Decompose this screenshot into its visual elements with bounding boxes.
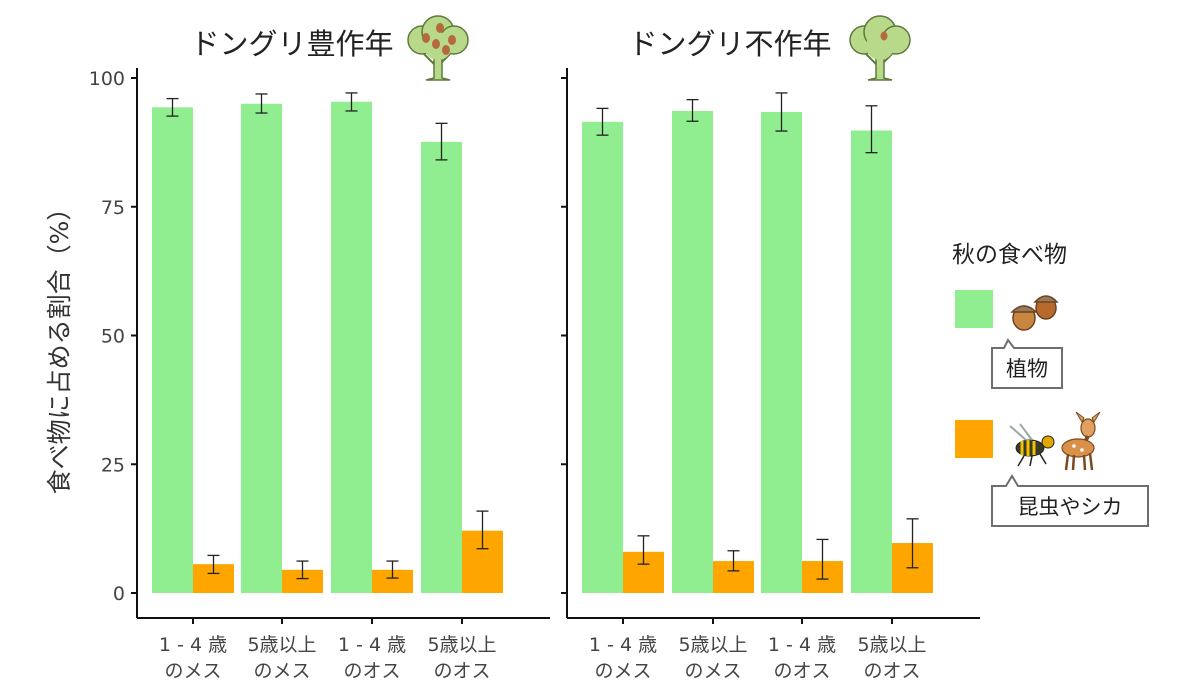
error-bar-2-plants-2 (686, 98, 699, 122)
bar-2-plants-1 (582, 121, 623, 594)
legend-callout-plants (991, 338, 1063, 389)
error-bar-2-insects-deer-4 (906, 518, 919, 569)
y-axis-label: 食べ物に占める割合（%） (45, 196, 74, 495)
error-bar-1-plants-4 (435, 122, 448, 161)
error-bar-1-insects-deer-4 (476, 510, 489, 550)
axes (131, 68, 980, 624)
legend-swatch-plants (955, 290, 993, 328)
error-bar-2-plants-4 (865, 105, 878, 154)
y-tick-label-75: 75 (101, 197, 125, 219)
error-bar-1-plants-1 (166, 97, 179, 117)
error-bar-2-plants-1 (596, 107, 609, 136)
bars (152, 101, 933, 594)
bar-1-insects-deer-3 (372, 569, 413, 593)
x-tick-label-2-3: 1 - 4 歳のオス (768, 634, 836, 682)
legend-callout-insects-deer (991, 474, 1149, 527)
bar-1-plants-4 (421, 141, 462, 594)
x-tick-label-1-2: 5歳以上のメス (247, 634, 316, 682)
error-bar-2-insects-deer-3 (816, 538, 829, 580)
bar-1-plants-2 (241, 103, 282, 593)
x-tick-label-1-1: 1 - 4 歳のメス (159, 634, 227, 682)
bar-1-plants-3 (331, 101, 372, 593)
hornet-deer-icon (1009, 411, 1101, 471)
acorn-tree-icon (407, 15, 469, 81)
y-tick-label-100: 100 (89, 68, 125, 90)
y-tick-label-0: 0 (113, 583, 125, 605)
error-bars (166, 92, 919, 580)
x-tick-label-1-3: 1 - 4 歳のオス (338, 634, 406, 682)
tree-icon (849, 15, 911, 81)
legend-swatch-insects-deer (955, 420, 993, 458)
error-bar-1-insects-deer-3 (386, 560, 399, 579)
legend-title: 秋の食べ物 (952, 242, 1067, 268)
error-bar-2-insects-deer-2 (727, 550, 740, 572)
error-bar-1-plants-2 (255, 93, 268, 114)
bar-2-plants-3 (761, 111, 802, 594)
x-tick-label-2-1: 1 - 4 歳のメス (589, 634, 657, 682)
y-tick-label-50: 50 (101, 326, 125, 348)
x-tick-label-2-4: 5歳以上のオス (857, 634, 926, 682)
x-tick-label-2-2: 5歳以上のメス (678, 634, 747, 682)
bar-2-plants-2 (672, 110, 713, 594)
panel-1-title: ドングリ豊作年 (190, 27, 393, 61)
error-bar-2-insects-deer-1 (637, 535, 650, 565)
error-bar-1-insects-deer-1 (207, 554, 220, 575)
acorn-icon (1010, 295, 1059, 331)
error-bar-1-plants-3 (345, 92, 358, 112)
error-bar-2-plants-3 (775, 92, 788, 132)
bar-1-insects-deer-2 (282, 569, 323, 593)
error-bar-1-insects-deer-2 (296, 560, 309, 580)
bar-1-plants-1 (152, 107, 193, 593)
panel-2-title: ドングリ不作年 (628, 27, 831, 61)
y-tick-label-25: 25 (101, 454, 125, 476)
tick-labels: 0 25 50 75 100 1 - 4 歳のメス 5歳以上のメス 1 - 4 歳のオス 5歳以… (89, 68, 927, 682)
legend-label-insects-deer: 昆虫やシカ (1018, 495, 1123, 519)
x-tick-label-1-4: 5歳以上のオス (427, 634, 496, 682)
legend: 秋の食べ物 植物 (952, 242, 1149, 527)
bar-2-plants-4 (851, 130, 892, 593)
legend-label-plants: 植物 (1006, 357, 1048, 381)
